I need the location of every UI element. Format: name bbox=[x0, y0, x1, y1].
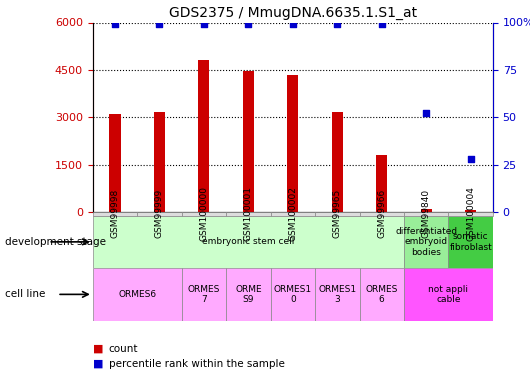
Bar bbox=[154, 112, 165, 212]
Text: GSM99965: GSM99965 bbox=[333, 189, 342, 238]
Title: GDS2375 / MmugDNA.6635.1.S1_at: GDS2375 / MmugDNA.6635.1.S1_at bbox=[169, 6, 417, 20]
FancyBboxPatch shape bbox=[359, 268, 404, 321]
Point bbox=[111, 21, 119, 27]
FancyBboxPatch shape bbox=[448, 216, 493, 268]
FancyBboxPatch shape bbox=[315, 268, 359, 321]
Text: not appli
cable: not appli cable bbox=[428, 285, 469, 304]
Point bbox=[422, 110, 430, 116]
FancyBboxPatch shape bbox=[404, 216, 448, 268]
Text: percentile rank within the sample: percentile rank within the sample bbox=[109, 359, 285, 369]
Text: somatic
fibroblast: somatic fibroblast bbox=[449, 232, 492, 252]
FancyBboxPatch shape bbox=[93, 268, 182, 321]
Point bbox=[244, 21, 253, 27]
FancyBboxPatch shape bbox=[404, 268, 493, 321]
Point bbox=[200, 21, 208, 27]
Point bbox=[466, 156, 475, 162]
Text: GSM99966: GSM99966 bbox=[377, 189, 386, 238]
Bar bbox=[376, 155, 387, 212]
Text: ORMES6: ORMES6 bbox=[118, 290, 156, 299]
Text: GSM100000: GSM100000 bbox=[199, 186, 208, 241]
Bar bbox=[198, 60, 209, 212]
Text: development stage: development stage bbox=[5, 237, 107, 247]
Text: GSM99840: GSM99840 bbox=[422, 189, 431, 238]
Text: ORMES
6: ORMES 6 bbox=[366, 285, 398, 304]
Text: GSM100002: GSM100002 bbox=[288, 186, 297, 241]
Text: differentiated
embryoid
bodies: differentiated embryoid bodies bbox=[395, 227, 457, 257]
Text: ORMES
7: ORMES 7 bbox=[188, 285, 220, 304]
Text: GSM99998: GSM99998 bbox=[110, 189, 119, 238]
Text: GSM99999: GSM99999 bbox=[155, 189, 164, 238]
Bar bbox=[332, 112, 343, 212]
Bar bbox=[243, 71, 254, 212]
Text: ■: ■ bbox=[93, 344, 103, 354]
Text: embryonic stem cell: embryonic stem cell bbox=[202, 237, 295, 246]
Bar bbox=[109, 114, 120, 212]
Text: ■: ■ bbox=[93, 359, 103, 369]
Text: ORMES1
3: ORMES1 3 bbox=[318, 285, 356, 304]
FancyBboxPatch shape bbox=[93, 216, 404, 268]
FancyBboxPatch shape bbox=[226, 268, 271, 321]
Point bbox=[333, 21, 341, 27]
Point bbox=[289, 21, 297, 27]
Text: count: count bbox=[109, 344, 138, 354]
Bar bbox=[465, 210, 476, 212]
Bar bbox=[421, 209, 432, 212]
Bar bbox=[287, 75, 298, 212]
Text: ORMES1
0: ORMES1 0 bbox=[274, 285, 312, 304]
Point bbox=[155, 21, 164, 27]
Text: GSM100001: GSM100001 bbox=[244, 186, 253, 241]
FancyBboxPatch shape bbox=[271, 268, 315, 321]
Text: GSM100004: GSM100004 bbox=[466, 186, 475, 241]
Point bbox=[377, 21, 386, 27]
FancyBboxPatch shape bbox=[182, 268, 226, 321]
Text: cell line: cell line bbox=[5, 290, 46, 299]
Text: ORME
S9: ORME S9 bbox=[235, 285, 262, 304]
